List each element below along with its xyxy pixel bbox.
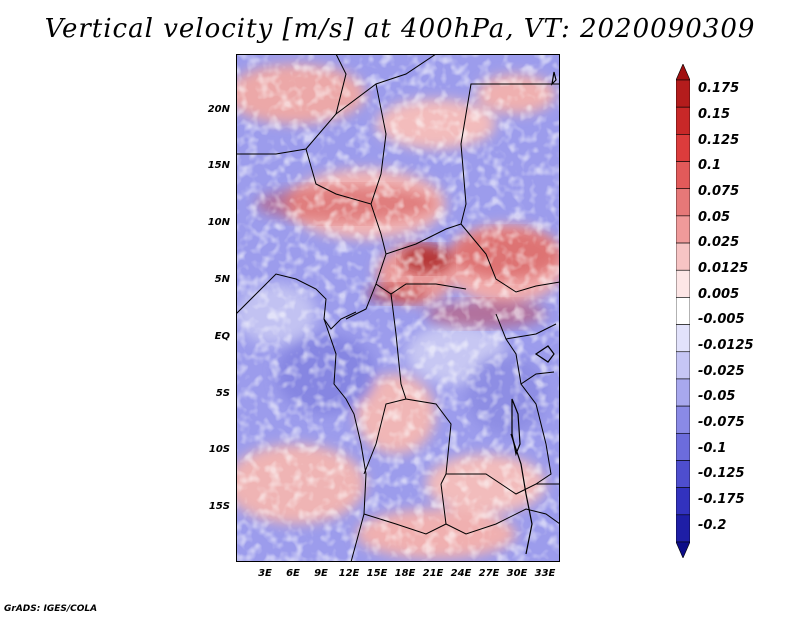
- lakes: [510, 71, 557, 555]
- colorbar-label-0005: 0.005: [698, 287, 740, 302]
- lon-label-9e: 9E: [314, 568, 328, 579]
- colorbar-label-0125: 0.125: [698, 133, 740, 148]
- colorbar-label-005: 0.05: [698, 210, 731, 225]
- colorbar-segment: [676, 351, 690, 380]
- colorbar-segment: [676, 487, 690, 516]
- colorbar-segment: [676, 269, 690, 298]
- lon-label-18e: 18E: [394, 568, 416, 579]
- lat-label-5s: 5S: [215, 388, 230, 399]
- colorbar-label-neg-02: -0.2: [698, 518, 727, 533]
- colorbar-segment: [676, 242, 690, 271]
- colorbar-label-neg-0125: -0.125: [698, 466, 745, 481]
- colorbar-segment: [676, 324, 690, 353]
- colorbar-segment: [676, 64, 690, 81]
- velocity-field-map: [236, 54, 560, 562]
- colorbar: [676, 64, 690, 558]
- lat-label-5n: 5N: [214, 274, 230, 285]
- colorbar-segment: [676, 541, 690, 558]
- lat-label-10n: 10N: [207, 217, 230, 228]
- lon-label-27e: 27E: [478, 568, 500, 579]
- lon-label-21e: 21E: [422, 568, 444, 579]
- colorbar-label-neg-01: -0.1: [698, 441, 727, 456]
- colorbar-label-neg-005: -0.05: [698, 389, 736, 404]
- footer-credit: GrADS: IGES/COLA: [4, 604, 98, 614]
- colorbar-segment: [676, 432, 690, 461]
- colorbar-segment: [676, 106, 690, 135]
- chart-title: Vertical velocity [m/s] at 400hPa, VT: 2…: [44, 14, 756, 44]
- lon-label-33e: 33E: [534, 568, 556, 579]
- colorbar-segment: [676, 514, 690, 543]
- lon-label-12e: 12E: [338, 568, 360, 579]
- colorbar-label-01: 0.1: [698, 158, 722, 173]
- colorbar-segment: [676, 134, 690, 162]
- colorbar-segment: [676, 215, 690, 244]
- lon-label-30e: 30E: [506, 568, 528, 579]
- lon-label-15e: 15E: [366, 568, 388, 579]
- colorbar-label-neg-0005: -0.005: [698, 312, 745, 327]
- map-panel: [236, 54, 560, 562]
- colorbar-label-neg-0075: -0.075: [698, 415, 745, 430]
- lat-label-20n: 20N: [207, 104, 230, 115]
- colorbar-label-015: 0.15: [698, 107, 731, 122]
- colorbar-label-neg-0025: -0.025: [698, 364, 745, 379]
- map-frame: [236, 54, 560, 562]
- field-texture: [236, 54, 560, 562]
- colorbar-segment: [676, 405, 690, 434]
- colorbar-label-neg-0175: -0.175: [698, 492, 745, 507]
- colorbar-segment: [676, 378, 690, 407]
- colorbar-segment: [676, 79, 690, 108]
- lat-label-eq: EQ: [214, 331, 230, 342]
- colorbar-label-0175: 0.175: [698, 81, 740, 96]
- lon-label-3e: 3E: [258, 568, 272, 579]
- colorbar-segment: [676, 161, 690, 190]
- colorbar-label-0025: 0.025: [698, 235, 740, 250]
- colorbar-segment: [676, 460, 690, 488]
- colorbar-label-00125: 0.0125: [698, 261, 749, 276]
- country-borders: [236, 54, 560, 562]
- lon-label-6e: 6E: [286, 568, 300, 579]
- colorbar-segment: [676, 297, 690, 325]
- colorbar-segment: [676, 188, 690, 217]
- lon-label-24e: 24E: [450, 568, 472, 579]
- colorbar-label-neg-00125: -0.0125: [698, 338, 754, 353]
- lat-label-15n: 15N: [207, 160, 230, 171]
- lat-label-10s: 10S: [208, 444, 230, 455]
- lat-label-15s: 15S: [208, 501, 230, 512]
- colorbar-label-0075: 0.075: [698, 184, 740, 199]
